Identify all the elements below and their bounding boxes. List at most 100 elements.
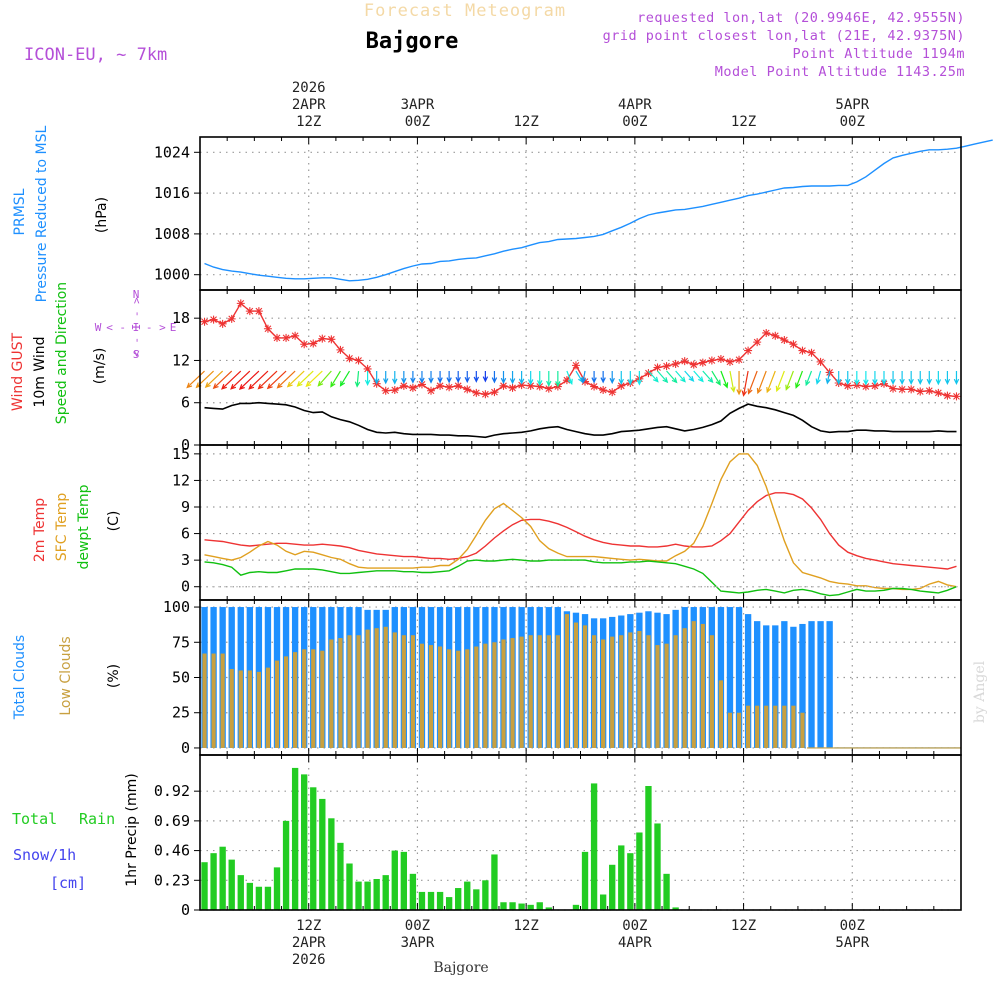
wind-arrow [785,370,794,391]
bar [202,653,207,748]
wind-arrow [537,371,543,387]
wind-arrow [238,370,260,390]
wind-arrow [410,371,416,384]
wind-arrow [944,371,951,386]
gust-point [354,356,363,365]
bar [409,873,417,910]
gust-point [291,331,300,340]
bar [211,653,216,748]
wind-arrow [747,370,758,395]
gridpoint-coords: grid point closest lon,lat (21E, 42.9375… [603,28,965,44]
footer-place: Bajgore [433,960,488,976]
wind-arrow [766,370,776,394]
time-label-top: 12Z [731,114,756,130]
bar [365,629,370,748]
gust-point [662,362,671,371]
gust-point [481,390,490,399]
wind10m-label: 10m Wind [32,336,48,407]
gust-point [517,381,526,390]
wind-arrow [657,370,669,384]
bar [427,891,435,910]
time-label-bottom: 4APR [618,935,652,951]
bar [228,859,235,910]
bar [673,635,678,748]
bar [492,642,497,748]
model-name: ICON-EU, ~ 7km [24,45,167,65]
bar [264,886,272,910]
y-tick-label: 1016 [154,184,190,202]
gust-point [707,356,716,365]
wind-arrow [437,371,443,384]
tsfc-label: SFC Temp [54,493,70,562]
gust-point [889,384,898,393]
bar [255,886,263,910]
time-label-bottom: 12Z [731,918,756,934]
bar [519,636,524,748]
bar [274,660,280,748]
gust-point [753,338,762,347]
time-label-top: 2APR [292,97,326,113]
series-prmsl [204,139,993,282]
gust-point [200,317,209,326]
bar [628,632,633,748]
series-dewpt-temp [204,558,957,597]
bar [645,786,652,910]
bar [755,705,760,748]
wind-arrow [419,371,425,384]
low-clouds-label: Low Clouds [58,636,74,715]
gust-point [735,355,744,364]
bar [329,639,334,748]
wind-arrow [383,371,389,385]
wind-unit-label: (m/s) [92,348,108,385]
bar [273,867,281,910]
series-total-rain [201,767,679,910]
bar [436,891,444,910]
bar [753,621,761,748]
bar [473,889,480,910]
wind-arrow [473,371,480,383]
gust-point [943,391,952,400]
bar [663,873,670,910]
y-tick-label: 0 [181,578,190,596]
wind-arrow [330,370,341,388]
bar [573,622,579,748]
bar [736,712,742,748]
time-label-bottom: 12Z [296,918,321,934]
wind-arrow [899,371,905,386]
rain-label: Rain [79,810,115,828]
wind-arrow [257,370,278,390]
gust-point [608,388,617,397]
time-label-bottom: 00Z [622,918,647,934]
gust-point [463,385,472,394]
series-10m-wind [204,401,957,439]
bar [817,621,824,748]
bar [627,853,634,910]
gust-point [789,340,798,349]
wind-arrow [230,370,251,390]
y-tick-label: 9 [181,498,190,516]
bar [382,875,389,910]
gust-point [671,359,680,368]
y-tick-label: 0.23 [154,871,190,889]
wind-arrow [266,370,287,390]
wind-arrow [581,370,587,384]
wind-arrow [401,371,407,385]
wind-arrow [339,370,350,387]
bar [219,846,226,910]
bar [428,645,434,748]
bar [590,783,598,910]
compass-north: N [133,288,140,301]
bar [491,854,498,910]
y-tick-label: 100 [163,598,190,616]
y-tick-label: 3 [181,551,190,569]
time-label-top: 2026 [292,80,326,96]
y-tick-label: 6 [181,394,190,412]
time-label-top: 4APR [618,97,652,113]
bar [410,635,415,748]
time-label-top: 3APR [401,97,435,113]
gust-point [952,392,961,401]
bar [610,636,615,748]
wind-arrow [305,370,323,388]
series-wind-gust [204,302,957,398]
